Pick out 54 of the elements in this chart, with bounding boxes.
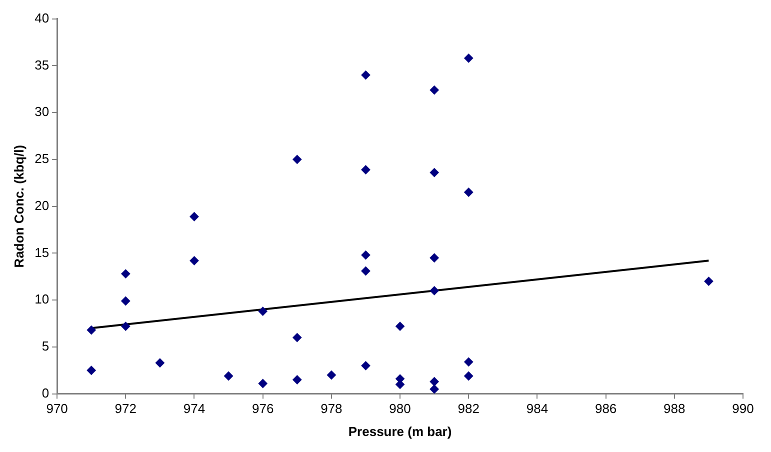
y-tick-label: 40 <box>34 10 50 26</box>
x-tick-label: 980 <box>389 401 411 416</box>
point <box>190 212 199 222</box>
point <box>464 371 474 380</box>
point <box>361 165 370 174</box>
point <box>224 371 234 380</box>
y-axis-title: Radon Conc. (kbq/l) <box>11 144 26 268</box>
x-tick-label: 970 <box>46 401 68 416</box>
point <box>430 384 439 394</box>
point <box>155 358 164 368</box>
point <box>464 357 474 366</box>
point <box>361 266 370 276</box>
point <box>292 154 302 164</box>
point <box>292 333 302 342</box>
point <box>121 322 130 331</box>
point <box>464 188 474 197</box>
point <box>86 326 96 335</box>
point <box>464 54 474 63</box>
y-tick-label: 5 <box>42 338 50 354</box>
y-tick-label: 20 <box>34 198 50 213</box>
x-tick-label: 982 <box>458 401 480 416</box>
x-tick-label: 986 <box>594 401 617 416</box>
point <box>396 322 405 331</box>
point <box>704 276 714 286</box>
point <box>430 253 439 262</box>
y-tick-label: 25 <box>34 151 50 166</box>
point <box>430 86 439 95</box>
x-tick-label: 984 <box>526 401 548 416</box>
y-tick-label: 35 <box>34 57 50 72</box>
y-tick-label: 30 <box>34 104 50 120</box>
y-tick-label: 15 <box>34 244 50 260</box>
point <box>361 70 370 80</box>
point <box>430 377 439 386</box>
x-tick-label: 972 <box>114 401 137 416</box>
point <box>121 296 130 306</box>
y-tick-label: 10 <box>34 292 50 307</box>
point <box>258 306 268 316</box>
point <box>258 378 268 388</box>
point <box>292 375 302 384</box>
x-tick-label: 988 <box>664 401 686 416</box>
x-tick-label: 990 <box>732 401 754 416</box>
point <box>430 286 439 296</box>
point <box>86 366 96 375</box>
x-axis-title: Pressure (m bar) <box>348 424 452 439</box>
point <box>121 269 130 278</box>
point <box>326 370 336 380</box>
point <box>361 250 370 260</box>
point <box>361 361 370 370</box>
x-tick-label: 976 <box>252 401 274 416</box>
point <box>430 168 439 178</box>
x-tick-label: 974 <box>183 401 206 416</box>
x-tick-label: 978 <box>320 401 342 416</box>
point <box>190 256 199 266</box>
y-tick-label: 0 <box>42 385 50 400</box>
